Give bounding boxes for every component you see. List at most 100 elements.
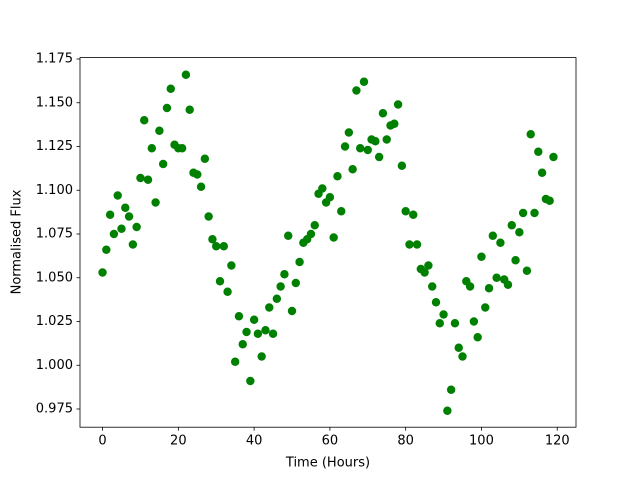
- point: [363, 145, 372, 155]
- point: [257, 352, 266, 361]
- point: [310, 221, 319, 230]
- point: [420, 268, 429, 277]
- point: [242, 327, 251, 337]
- point: [109, 229, 119, 239]
- point: [215, 277, 225, 286]
- x-tick-label: 20: [170, 434, 187, 449]
- y-tick-label: 1.075: [36, 227, 73, 242]
- point: [177, 144, 187, 153]
- point: [344, 128, 354, 137]
- point: [371, 137, 380, 146]
- point: [382, 135, 391, 144]
- point: [507, 221, 516, 230]
- point: [534, 147, 543, 156]
- point: [431, 298, 441, 307]
- point: [549, 152, 558, 162]
- x-tick-label: 120: [545, 434, 570, 449]
- point: [458, 352, 467, 361]
- point: [477, 252, 486, 261]
- y-tick-label: 1.025: [36, 314, 73, 329]
- point: [287, 306, 297, 316]
- point: [162, 103, 172, 113]
- point: [132, 222, 141, 232]
- point: [181, 70, 191, 79]
- point: [454, 343, 463, 352]
- point: [196, 182, 206, 191]
- point: [117, 224, 126, 233]
- point: [424, 261, 433, 270]
- point: [121, 203, 130, 212]
- point: [352, 86, 361, 95]
- x-tick-label: 40: [246, 434, 263, 449]
- x-tick-label: 60: [322, 434, 339, 449]
- y-tick-label: 1.150: [36, 95, 73, 110]
- point: [465, 282, 475, 291]
- point: [443, 406, 452, 415]
- point: [253, 329, 263, 338]
- point: [128, 240, 138, 249]
- point: [219, 242, 228, 251]
- point: [537, 168, 547, 177]
- x-axis-label: Time (Hours): [285, 456, 370, 471]
- point: [405, 240, 414, 249]
- y-tick-label: 1.175: [36, 52, 73, 67]
- point: [318, 184, 327, 193]
- point: [268, 329, 278, 338]
- x-tick-label: 0: [98, 434, 106, 449]
- point: [348, 165, 357, 174]
- point: [356, 144, 365, 153]
- point: [469, 317, 479, 326]
- point: [337, 207, 346, 216]
- point: [265, 303, 274, 312]
- point: [140, 116, 149, 125]
- y-axis-label: Normalised Flux: [10, 189, 25, 294]
- x-tick-label: 100: [469, 434, 494, 449]
- point: [492, 273, 501, 282]
- point: [409, 210, 418, 219]
- point: [98, 268, 107, 277]
- point: [102, 245, 111, 254]
- x-tick-label: 80: [397, 434, 414, 449]
- point: [193, 170, 202, 179]
- point: [295, 257, 304, 267]
- y-tick-label: 1.000: [36, 358, 73, 373]
- point: [204, 212, 213, 221]
- point: [530, 208, 539, 218]
- point: [284, 231, 293, 240]
- point: [151, 198, 160, 207]
- point: [428, 282, 437, 291]
- point: [155, 126, 164, 135]
- y-tick-label: 1.125: [36, 139, 73, 154]
- point: [200, 154, 210, 163]
- point: [185, 105, 194, 114]
- point: [276, 282, 285, 291]
- point: [238, 340, 247, 349]
- point: [545, 196, 554, 205]
- point: [397, 161, 407, 170]
- point: [272, 294, 282, 303]
- y-tick-label: 1.050: [36, 270, 73, 285]
- point: [481, 303, 490, 312]
- axes-frame: [79, 57, 577, 428]
- point: [105, 210, 115, 219]
- point: [147, 144, 157, 153]
- point: [496, 238, 505, 247]
- point: [230, 357, 240, 366]
- point: [158, 159, 168, 169]
- point: [378, 109, 388, 118]
- point: [333, 172, 342, 181]
- point: [446, 385, 456, 394]
- point: [359, 77, 369, 86]
- point: [340, 142, 350, 151]
- point: [412, 240, 422, 249]
- point: [329, 233, 338, 242]
- point: [515, 228, 524, 237]
- point: [246, 376, 255, 386]
- point: [212, 242, 221, 251]
- point: [249, 315, 259, 324]
- point: [124, 212, 134, 221]
- point: [526, 130, 535, 139]
- point: [393, 100, 403, 109]
- point: [522, 266, 532, 275]
